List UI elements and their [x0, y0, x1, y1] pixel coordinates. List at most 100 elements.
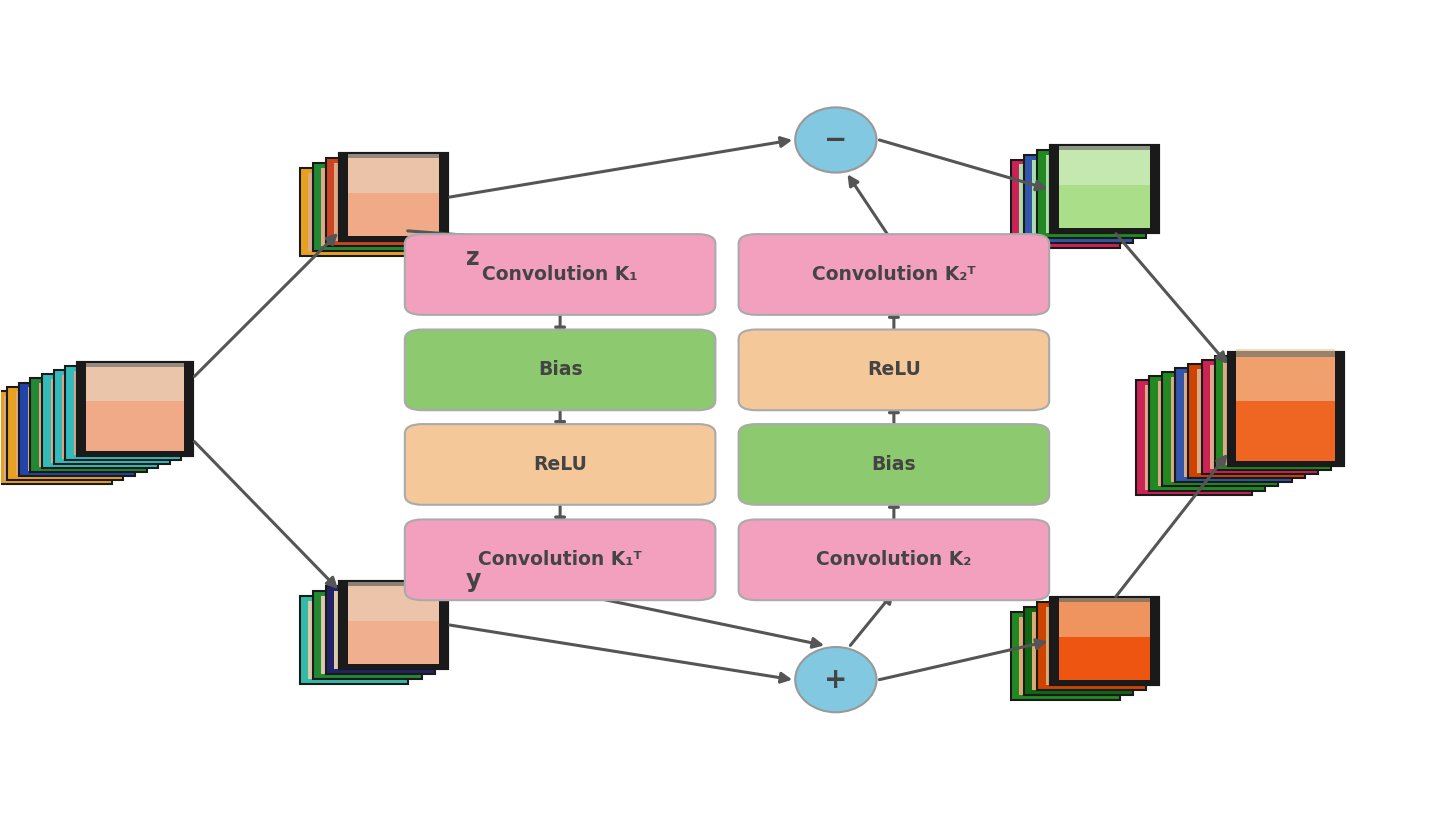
FancyBboxPatch shape — [86, 363, 185, 401]
FancyBboxPatch shape — [63, 375, 161, 459]
FancyBboxPatch shape — [39, 384, 138, 467]
FancyBboxPatch shape — [1024, 607, 1133, 695]
FancyBboxPatch shape — [1024, 155, 1133, 243]
FancyBboxPatch shape — [1032, 612, 1124, 690]
FancyBboxPatch shape — [1059, 150, 1150, 228]
FancyBboxPatch shape — [348, 586, 439, 664]
Text: Convolution K₁: Convolution K₁ — [483, 265, 638, 284]
FancyBboxPatch shape — [4, 396, 103, 479]
FancyBboxPatch shape — [339, 581, 448, 669]
FancyBboxPatch shape — [348, 582, 439, 621]
FancyBboxPatch shape — [1050, 597, 1159, 685]
FancyBboxPatch shape — [348, 586, 439, 664]
FancyBboxPatch shape — [7, 387, 124, 480]
FancyBboxPatch shape — [739, 519, 1050, 600]
FancyBboxPatch shape — [1157, 381, 1256, 486]
FancyBboxPatch shape — [86, 367, 185, 451]
FancyBboxPatch shape — [77, 362, 193, 456]
FancyBboxPatch shape — [0, 391, 112, 484]
FancyBboxPatch shape — [339, 153, 448, 241]
FancyBboxPatch shape — [739, 424, 1050, 505]
FancyBboxPatch shape — [1045, 155, 1137, 233]
FancyBboxPatch shape — [1149, 376, 1265, 491]
FancyBboxPatch shape — [77, 362, 193, 456]
FancyBboxPatch shape — [1011, 160, 1120, 248]
FancyBboxPatch shape — [1059, 602, 1150, 681]
FancyBboxPatch shape — [321, 168, 413, 246]
FancyBboxPatch shape — [1011, 612, 1120, 700]
FancyBboxPatch shape — [86, 367, 185, 451]
FancyBboxPatch shape — [313, 163, 422, 251]
FancyBboxPatch shape — [348, 158, 439, 236]
FancyBboxPatch shape — [739, 330, 1050, 410]
FancyBboxPatch shape — [1227, 352, 1343, 466]
FancyBboxPatch shape — [339, 581, 448, 669]
FancyBboxPatch shape — [1045, 607, 1137, 685]
Text: Convolution K₂: Convolution K₂ — [816, 551, 971, 569]
FancyBboxPatch shape — [348, 154, 439, 193]
FancyBboxPatch shape — [1236, 357, 1335, 461]
FancyBboxPatch shape — [1223, 361, 1322, 465]
FancyBboxPatch shape — [1197, 369, 1296, 474]
FancyBboxPatch shape — [1032, 160, 1124, 238]
Text: Convolution K₂ᵀ: Convolution K₂ᵀ — [813, 265, 976, 284]
FancyBboxPatch shape — [348, 158, 439, 236]
FancyBboxPatch shape — [326, 586, 435, 674]
FancyBboxPatch shape — [404, 519, 715, 600]
FancyBboxPatch shape — [1184, 373, 1282, 478]
Text: Bias: Bias — [871, 455, 916, 474]
Text: +: + — [824, 666, 848, 694]
FancyBboxPatch shape — [19, 383, 135, 476]
FancyBboxPatch shape — [334, 591, 426, 669]
Text: Convolution K₁ᵀ: Convolution K₁ᵀ — [478, 551, 643, 569]
FancyBboxPatch shape — [1175, 368, 1291, 483]
FancyBboxPatch shape — [28, 388, 126, 471]
FancyBboxPatch shape — [16, 392, 115, 475]
FancyBboxPatch shape — [308, 173, 400, 251]
FancyBboxPatch shape — [1037, 602, 1146, 690]
FancyBboxPatch shape — [404, 234, 715, 315]
FancyBboxPatch shape — [339, 153, 448, 241]
FancyBboxPatch shape — [31, 379, 147, 472]
FancyBboxPatch shape — [54, 371, 170, 464]
FancyBboxPatch shape — [1059, 602, 1150, 681]
FancyBboxPatch shape — [308, 600, 400, 679]
FancyBboxPatch shape — [65, 366, 182, 460]
FancyBboxPatch shape — [404, 424, 715, 505]
FancyBboxPatch shape — [1136, 380, 1252, 495]
FancyBboxPatch shape — [1236, 357, 1335, 461]
Text: ReLU: ReLU — [534, 455, 587, 474]
FancyBboxPatch shape — [1162, 372, 1278, 487]
FancyBboxPatch shape — [1201, 360, 1317, 474]
FancyBboxPatch shape — [1050, 145, 1159, 233]
Text: ReLU: ReLU — [867, 361, 920, 380]
FancyBboxPatch shape — [1059, 150, 1150, 228]
FancyBboxPatch shape — [1059, 598, 1150, 637]
FancyBboxPatch shape — [1059, 146, 1150, 185]
FancyBboxPatch shape — [1188, 364, 1304, 479]
FancyBboxPatch shape — [1170, 377, 1269, 482]
FancyBboxPatch shape — [74, 371, 173, 455]
Text: −: − — [824, 126, 848, 154]
FancyBboxPatch shape — [334, 163, 426, 241]
FancyBboxPatch shape — [1210, 365, 1309, 470]
FancyBboxPatch shape — [1037, 150, 1146, 238]
FancyBboxPatch shape — [51, 380, 150, 463]
Text: Bias: Bias — [538, 361, 583, 380]
FancyBboxPatch shape — [1019, 164, 1111, 243]
Text: z: z — [467, 246, 480, 270]
FancyBboxPatch shape — [404, 330, 715, 410]
FancyBboxPatch shape — [321, 596, 413, 674]
FancyBboxPatch shape — [1050, 597, 1159, 685]
FancyBboxPatch shape — [300, 168, 409, 256]
FancyBboxPatch shape — [1214, 356, 1330, 470]
FancyBboxPatch shape — [313, 591, 422, 679]
FancyBboxPatch shape — [1144, 385, 1243, 490]
FancyBboxPatch shape — [1050, 145, 1159, 233]
FancyBboxPatch shape — [300, 596, 409, 684]
Ellipse shape — [795, 647, 877, 712]
FancyBboxPatch shape — [1019, 617, 1111, 695]
FancyBboxPatch shape — [739, 234, 1050, 315]
FancyBboxPatch shape — [1236, 348, 1335, 401]
Ellipse shape — [795, 107, 877, 173]
